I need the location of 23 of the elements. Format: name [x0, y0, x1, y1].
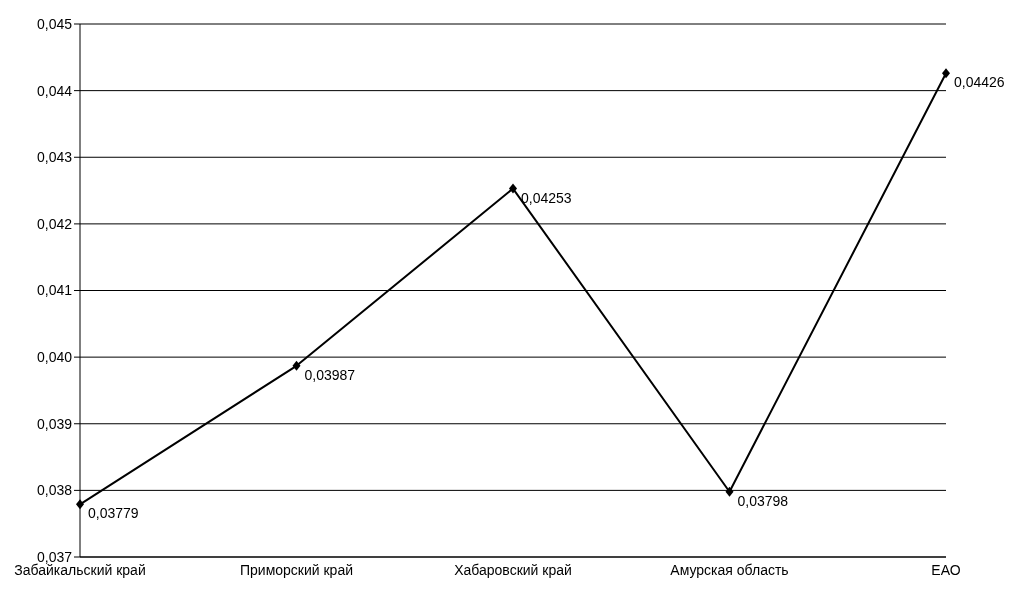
y-tick-label: 0,043 [36, 149, 73, 166]
y-tick-label: 0,042 [36, 215, 73, 232]
y-tick-label: 0,038 [36, 482, 73, 499]
y-tick-label: 0,041 [36, 282, 73, 299]
point [76, 499, 84, 510]
point [942, 68, 950, 79]
y-tick-label: 0,039 [36, 415, 73, 432]
data-label: 0,03779 [88, 505, 139, 522]
x-tick-label: Амурская область [670, 561, 789, 578]
y-tick-label: 0,044 [36, 82, 73, 99]
point [725, 486, 734, 497]
y-tick-label: 0,045 [36, 15, 73, 32]
y-tick-label: 0,040 [36, 349, 73, 366]
x-tick-label: ЕАО [931, 561, 961, 578]
data-label: 0,04253 [521, 189, 572, 206]
data-label: 0,04426 [954, 74, 1005, 91]
data-label: 0,03798 [737, 492, 789, 509]
point [292, 360, 301, 371]
point [509, 183, 517, 194]
y-tick-label: 0,037 [36, 548, 73, 565]
x-tick-label: Хабаровский край [454, 561, 572, 578]
x-tick-label: Приморский край [239, 561, 354, 578]
data-label: 0,03987 [304, 366, 356, 383]
